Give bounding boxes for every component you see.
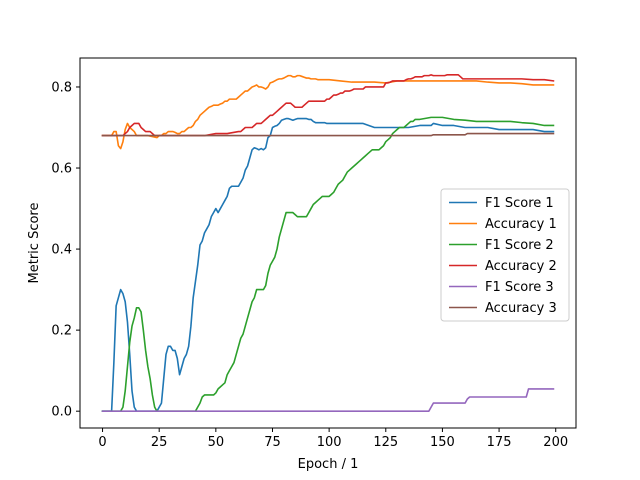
legend-entry: Accuracy 3: [485, 301, 557, 316]
x-tick-label: 175: [487, 435, 512, 450]
legend-entry: Accuracy 2: [485, 259, 557, 274]
x-tick-label: 25: [151, 435, 168, 450]
legend-box: [440, 188, 570, 322]
x-tick-label: 150: [430, 435, 455, 450]
series-line-3: [101, 116, 555, 412]
y-tick-label: 0.0: [51, 405, 72, 420]
series-layer: [101, 74, 555, 412]
legend-entry: Accuracy 1: [485, 217, 557, 232]
y-tick-label: 0.2: [51, 324, 72, 339]
plot-frame: [79, 57, 577, 429]
y-axis-label: Metric Score: [27, 203, 42, 284]
series-line-5: [101, 388, 555, 412]
series-line-2: [101, 74, 555, 150]
x-axis-label: Epoch / 1: [298, 457, 359, 472]
y-tick-label: 0.8: [51, 80, 72, 95]
legend-entry: F1 Score 2: [485, 238, 554, 253]
legend-entry: F1 Score 1: [485, 196, 554, 211]
x-tick-label: 50: [208, 435, 225, 450]
legend: F1 Score 1 Accuracy 1 F1 Score 2 Accuracy 2…: [440, 188, 570, 322]
y-axis-ticks: 0.0 0.2 0.4 0.6 0.8: [51, 80, 80, 420]
series-line-6: [101, 132, 555, 137]
x-axis-ticks: 0 25 50 75 100 125 150 175 200: [98, 428, 568, 450]
x-tick-label: 75: [264, 435, 281, 450]
series-line-1: [101, 117, 555, 412]
y-tick-label: 0.6: [51, 162, 72, 177]
y-tick-label: 0.4: [51, 243, 72, 258]
x-tick-label: 0: [98, 435, 106, 450]
x-tick-label: 100: [317, 435, 342, 450]
legend-entry: F1 Score 3: [485, 280, 554, 295]
x-tick-label: 200: [543, 435, 568, 450]
series-line-4: [101, 74, 555, 137]
x-tick-label: 125: [373, 435, 398, 450]
